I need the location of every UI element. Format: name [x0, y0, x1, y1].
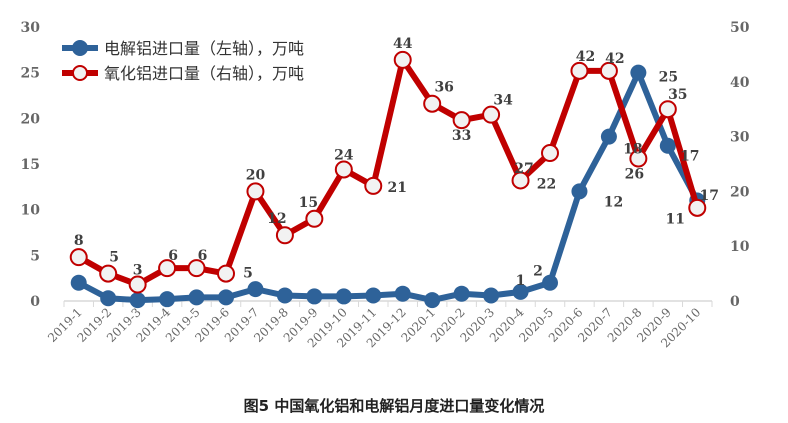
data-point-electrolytic-aluminum — [218, 289, 234, 306]
y-left-tick-label: 25 — [21, 66, 40, 82]
y-left-tick-label: 20 — [21, 111, 41, 127]
data-label-alumina: 33 — [452, 128, 471, 144]
data-point-alumina — [511, 171, 530, 190]
legend-label: 氧化铝进口量（右轴），万吨 — [104, 64, 304, 83]
data-label-alumina: 12 — [267, 211, 286, 227]
data-point-alumina — [305, 209, 324, 228]
data-point-alumina — [629, 149, 648, 168]
data-point-alumina — [99, 264, 118, 283]
data-point-electrolytic-aluminum — [129, 292, 146, 309]
data-point-alumina — [128, 275, 147, 294]
data-point-electrolytic-aluminum — [365, 287, 382, 304]
data-point-electrolytic-aluminum — [659, 137, 676, 154]
data-label-alumina: 8 — [74, 233, 84, 249]
data-point-electrolytic-aluminum — [70, 274, 87, 291]
data-point-electrolytic-aluminum — [335, 288, 352, 305]
y-right-tick-label: 40 — [730, 75, 750, 91]
data-point-electrolytic-aluminum — [483, 287, 500, 304]
data-point-alumina — [393, 50, 412, 69]
data-label-electrolytic-aluminum: 18 — [623, 142, 642, 158]
y-left-tick-label: 5 — [30, 248, 40, 264]
y-right-tick-label: 50 — [730, 20, 750, 36]
data-label-alumina: 22 — [537, 176, 556, 192]
data-point-alumina — [158, 259, 177, 278]
data-label-alumina: 21 — [388, 180, 407, 196]
data-point-alumina — [452, 111, 471, 130]
data-point-electrolytic-aluminum — [571, 183, 588, 200]
data-point-alumina — [275, 226, 294, 245]
data-point-alumina — [69, 248, 88, 267]
data-point-alumina — [423, 94, 442, 113]
data-point-electrolytic-aluminum — [600, 128, 617, 145]
data-point-alumina — [599, 61, 618, 80]
series-line-electrolytic-aluminum — [77, 69, 700, 304]
data-point-alumina — [364, 176, 383, 195]
data-point-electrolytic-aluminum — [247, 281, 264, 298]
y-left-tick-label: 0 — [30, 294, 40, 310]
data-point-electrolytic-aluminum — [276, 287, 293, 304]
data-label-alumina: 34 — [493, 93, 513, 109]
y-left-tick-label: 10 — [21, 203, 41, 219]
y-right-tick-label: 20 — [730, 184, 750, 200]
data-label-electrolytic-aluminum: 1 — [516, 273, 526, 289]
data-label-alumina: 6 — [168, 248, 178, 264]
data-label-alumina: 3 — [133, 263, 143, 279]
data-point-electrolytic-aluminum — [512, 283, 529, 300]
data-label-electrolytic-aluminum: 2 — [533, 264, 543, 280]
data-label-electrolytic-aluminum: 12 — [604, 194, 623, 210]
series-line-alumina — [77, 56, 701, 288]
data-label-alumina: 36 — [434, 80, 453, 96]
data-label-alumina: 17 — [700, 188, 719, 204]
data-point-alumina — [217, 264, 235, 283]
data-label-alumina: 20 — [246, 167, 266, 183]
data-label-electrolytic-aluminum: 25 — [659, 70, 678, 86]
data-point-electrolytic-aluminum — [394, 285, 411, 302]
data-point-electrolytic-aluminum — [424, 292, 441, 309]
data-point-alumina — [658, 100, 677, 119]
data-point-electrolytic-aluminum — [542, 274, 558, 291]
legend-label: 电解铝进口量（左轴），万吨 — [104, 39, 304, 58]
data-point-electrolytic-aluminum — [630, 64, 647, 81]
data-point-electrolytic-aluminum — [188, 289, 205, 306]
data-point-alumina — [187, 259, 206, 278]
data-point-alumina — [541, 144, 559, 163]
data-point-alumina — [246, 182, 265, 201]
data-point-electrolytic-aluminum — [306, 288, 323, 305]
data-label-alumina: 24 — [334, 147, 354, 163]
data-point-electrolytic-aluminum — [100, 290, 117, 307]
data-label-alumina: 42 — [576, 49, 595, 65]
data-label-alumina: 35 — [668, 87, 687, 103]
data-point-electrolytic-aluminum — [453, 285, 470, 302]
data-point-alumina — [570, 61, 589, 80]
data-label-alumina: 42 — [605, 51, 624, 67]
y-right-tick-label: 30 — [730, 130, 750, 146]
data-label-alumina: 5 — [243, 266, 253, 282]
y-left-tick-label: 30 — [21, 20, 41, 36]
data-label-alumina: 26 — [625, 167, 644, 183]
data-point-electrolytic-aluminum — [159, 291, 176, 308]
chart-title: 图5 中国氧化铝和电解铝月度进口量变化情况 — [244, 397, 545, 415]
y-right-tick-label: 10 — [730, 239, 750, 255]
data-label-alumina: 15 — [299, 195, 318, 211]
legend-marker — [72, 65, 88, 81]
y-left-tick-label: 15 — [21, 157, 40, 173]
data-label-alumina: 44 — [393, 36, 413, 52]
data-label-alumina: 5 — [109, 250, 119, 266]
data-label-electrolytic-aluminum: 17 — [680, 149, 699, 165]
data-point-alumina — [334, 160, 353, 179]
data-point-alumina — [482, 105, 501, 124]
data-label-electrolytic-aluminum: 11 — [666, 212, 685, 228]
data-point-alumina — [688, 198, 707, 217]
y-right-tick-label: 0 — [730, 294, 740, 310]
legend-marker — [72, 40, 88, 56]
data-label-alumina: 27 — [514, 161, 533, 177]
data-label-alumina: 6 — [198, 248, 208, 264]
